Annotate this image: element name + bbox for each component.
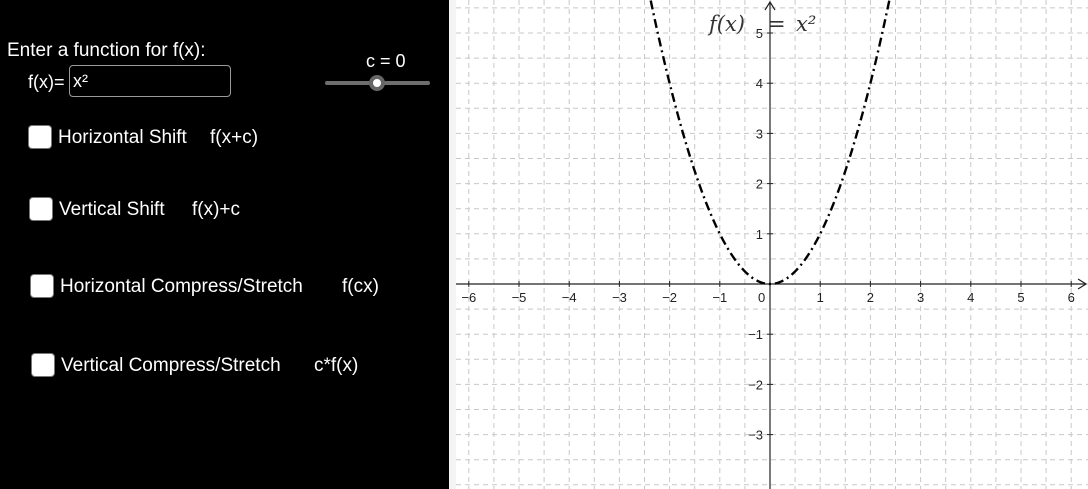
y-tick-label: 3 xyxy=(756,126,763,141)
function-curve[interactable] xyxy=(639,0,899,286)
function-prompt-label: Enter a function for f(x): xyxy=(7,40,206,61)
y-axis-arrow xyxy=(764,0,776,11)
function-input[interactable] xyxy=(69,65,231,97)
fx-prefix-label: f(x)= xyxy=(28,72,65,92)
x-tick-label: 3 xyxy=(917,290,924,305)
vertical-shift-label: Vertical Shift xyxy=(59,199,165,220)
vertical-compress-formula: c*f(x) xyxy=(314,355,359,376)
y-tick-label: 1 xyxy=(756,227,763,242)
x-tick-label: 2 xyxy=(867,290,874,305)
panel-divider xyxy=(449,0,456,489)
y-tick-label: 2 xyxy=(756,177,763,192)
x-tick-label: −4 xyxy=(562,290,577,305)
curve-label-rhs: x² xyxy=(796,12,816,36)
x-tick-label: 1 xyxy=(817,290,824,305)
horizontal-compress-checkbox[interactable] xyxy=(30,274,54,298)
x-tick-label: −2 xyxy=(662,290,677,305)
horizontal-shift-label: Horizontal Shift xyxy=(58,127,187,148)
x-tick-label: 5 xyxy=(1017,290,1024,305)
y-tick-label: −1 xyxy=(748,327,763,342)
curve-label-lhs: f(x) xyxy=(707,12,745,36)
x-tick-label: −1 xyxy=(712,290,727,305)
vertical-shift-checkbox[interactable] xyxy=(29,197,53,221)
x-tick-label: 4 xyxy=(967,290,974,305)
control-panel: Enter a function for f(x): f(x)= c = 0 H… xyxy=(0,0,449,489)
horizontal-shift-checkbox[interactable] xyxy=(28,125,52,149)
x-tick-label: −5 xyxy=(512,290,527,305)
graph-view[interactable]: −6 −5 −4 −3 −2 −1 0 1 2 3 4 5 6 5 4 3 2 1 −1 −2 −3 f(x) = x² xyxy=(456,0,1088,489)
slider-label: c = 0 xyxy=(366,51,406,71)
vertical-compress-label: Vertical Compress/Stretch xyxy=(61,355,281,376)
y-tick-label: −2 xyxy=(748,377,763,392)
curve-label-eq: = xyxy=(768,12,786,36)
c-slider-handle[interactable] xyxy=(369,75,385,91)
y-tick-label: 4 xyxy=(756,76,763,91)
horizontal-shift-formula: f(x+c) xyxy=(210,127,259,148)
x-tick-label: −3 xyxy=(612,290,627,305)
vertical-shift-formula: f(x)+c xyxy=(192,199,241,220)
y-tick-label: −3 xyxy=(748,428,763,443)
vertical-compress-checkbox[interactable] xyxy=(31,353,55,377)
axes xyxy=(456,0,1088,489)
x-tick-label: −6 xyxy=(461,290,476,305)
x-tick-label: 6 xyxy=(1068,290,1075,305)
horizontal-compress-formula: f(cx) xyxy=(342,276,379,297)
horizontal-compress-label: Horizontal Compress/Stretch xyxy=(60,276,303,297)
y-tick-label: 5 xyxy=(756,26,763,41)
x-axis-arrow xyxy=(1077,278,1088,290)
grid-lines xyxy=(456,0,1088,489)
x-tick-label: 0 xyxy=(758,290,765,305)
